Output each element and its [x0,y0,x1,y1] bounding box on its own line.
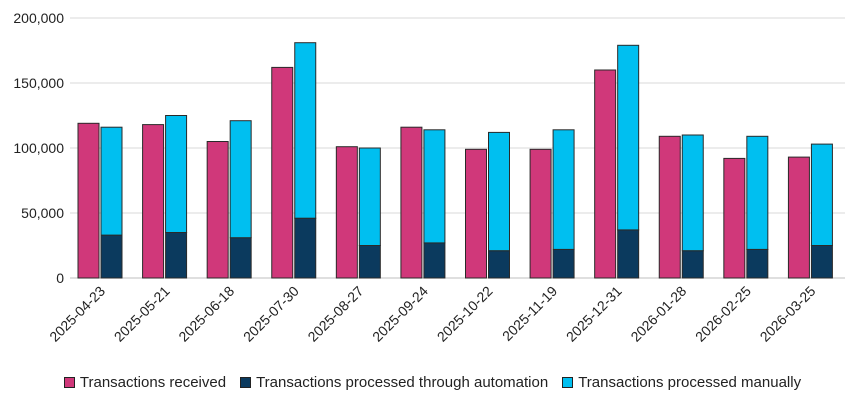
x-tick-label: 2025-05-21 [111,283,173,345]
bar-transactions-automation [165,232,188,279]
legend-label: Transactions processed manually [578,374,802,391]
y-tick-label: 100,000 [13,140,64,156]
x-tick-label: 2025-06-18 [175,283,237,345]
bar-transactions-received [787,156,810,279]
bar-transactions-received [529,148,552,279]
bar-transactions-manual [681,134,704,252]
y-axis: 0 50,000 100,000 150,000 200,000 [13,10,64,286]
x-tick-label: 2026-01-28 [627,283,689,345]
legend-label: Transactions received [79,374,227,391]
x-tick-label: 2025-04-23 [46,283,108,345]
bar-transactions-received [142,124,165,279]
bar-transactions-manual [488,131,510,252]
x-tick-label: 2026-03-25 [757,283,819,345]
bar-transactions-received [465,148,487,279]
bar-transactions-received [594,69,617,279]
bar-transactions-automation [358,245,381,279]
legend-swatch [562,377,574,388]
gridlines [70,17,845,279]
bar-transactions-manual [617,44,640,231]
x-tick-label: 2025-10-22 [434,283,496,345]
bar-transactions-received [77,122,100,279]
bar-transactions-received [335,146,358,279]
bar-transactions-automation [229,237,252,279]
bar-transactions-automation [488,250,510,279]
bar-transactions-automation [423,242,446,279]
bar-transactions-automation [100,234,123,279]
bar-transactions-received [206,141,229,279]
x-tick-label: 2026-02-25 [692,283,754,345]
y-tick-label: 200,000 [13,10,64,26]
bar-transactions-manual [100,126,123,236]
x-tick-label: 2025-08-27 [304,283,366,345]
x-axis: 2025-04-23 2025-05-21 2025-06-18 2025-07-30… [46,283,819,345]
bar-transactions-manual [165,115,188,233]
bar-transactions-manual [423,129,446,244]
y-tick-label: 150,000 [13,75,64,91]
bar-transactions-automation [810,245,833,279]
legend: Transactions received Transactions proces… [0,374,865,391]
legend-swatch [240,377,252,388]
x-tick-label: 2025-12-31 [563,283,625,345]
y-tick-label: 50,000 [21,205,64,221]
y-tick-label: 0 [56,270,64,286]
bar-transactions-automation [681,250,704,279]
legend-label: Transactions processed through automatio… [256,374,549,391]
x-tick-label: 2025-11-19 [499,283,560,344]
bar-transactions-automation [617,229,640,279]
bar-transactions-manual [552,129,575,250]
legend-item: Transactions processed manually [562,374,801,391]
bar-transactions-automation [552,248,575,279]
bars [77,42,833,279]
bar-transactions-received [658,135,681,279]
legend-item: Transactions received [63,374,227,391]
bar-transactions-manual [358,147,381,246]
x-tick-label: 2025-09-24 [369,283,431,345]
bar-transactions-manual [810,143,833,247]
legend-swatch [63,377,75,388]
legend-item: Transactions processed through automatio… [240,374,548,391]
bar-transactions-manual [746,135,769,250]
bar-transactions-received [400,126,423,279]
bar-transactions-automation [746,248,769,279]
x-tick-label: 2025-07-30 [240,283,302,345]
bar-transactions-manual [229,120,252,239]
bar-transactions-automation [294,217,317,279]
bar-transactions-received [723,157,746,279]
bar-transactions-manual [294,42,317,219]
bar-transactions-received [271,66,294,279]
